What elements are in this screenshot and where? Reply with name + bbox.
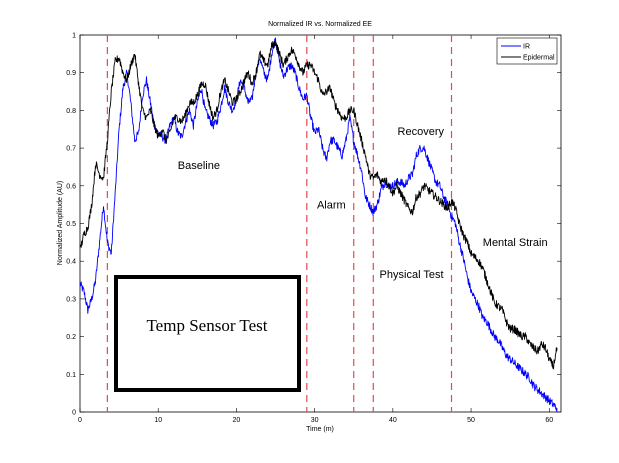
x-tick-label: 60 [545,417,553,424]
annotations: Baseline Alarm Recovery Mental Strain Physic… [178,126,548,281]
x-tick-label: 40 [389,417,397,424]
y-axis-title: Normalized Amplitude (AU) [57,181,64,265]
x-tick-label: 30 [311,417,319,424]
axis-ticks: 0 10 20 30 40 50 60 0 0.1 0.2 0.3 0.4 0.5 0.6 0.7 0.8 0.… [66,33,561,424]
y-tick-label: 0.8 [66,108,76,115]
x-tick-label: 20 [233,417,241,424]
y-tick-label: 0 [72,410,76,417]
legend: IR Epidermal [496,37,558,65]
y-tick-label: 0.4 [66,259,76,266]
legend-label-epidermal: Epidermal [523,55,555,62]
series-line-epidermal [79,40,558,370]
y-tick-label: 0.9 [66,70,76,77]
legend-label-ir: IR [523,44,530,51]
temp-sensor-test-box: Temp Sensor Test [114,275,301,392]
annotation-mental-strain: Mental Strain [483,237,548,249]
x-axis-title: Time (m) [306,426,334,433]
inset-box-label: Temp Sensor Test [146,316,267,335]
legend-box [496,37,558,65]
vertical-markers [106,35,453,412]
chart-title: Normalized IR vs. Normalized EE [268,21,372,28]
annotation-physical-test: Physical Test [380,269,444,281]
y-tick-label: 0.6 [66,183,76,190]
y-tick-label: 0.3 [66,296,76,303]
y-tick-label: 0.1 [66,372,76,379]
y-tick-label: 0.7 [66,146,76,153]
annotation-alarm: Alarm [317,199,346,211]
x-tick-label: 50 [467,417,475,424]
inset-box-frame [114,275,301,392]
x-tick-label: 0 [78,417,82,424]
x-tick-label: 10 [154,417,162,424]
y-tick-label: 0.2 [66,334,76,341]
series-group [79,37,558,413]
annotation-baseline: Baseline [178,160,220,172]
y-tick-label: 1 [72,33,76,40]
y-tick-label: 0.5 [66,221,76,228]
annotation-recovery: Recovery [398,126,445,138]
